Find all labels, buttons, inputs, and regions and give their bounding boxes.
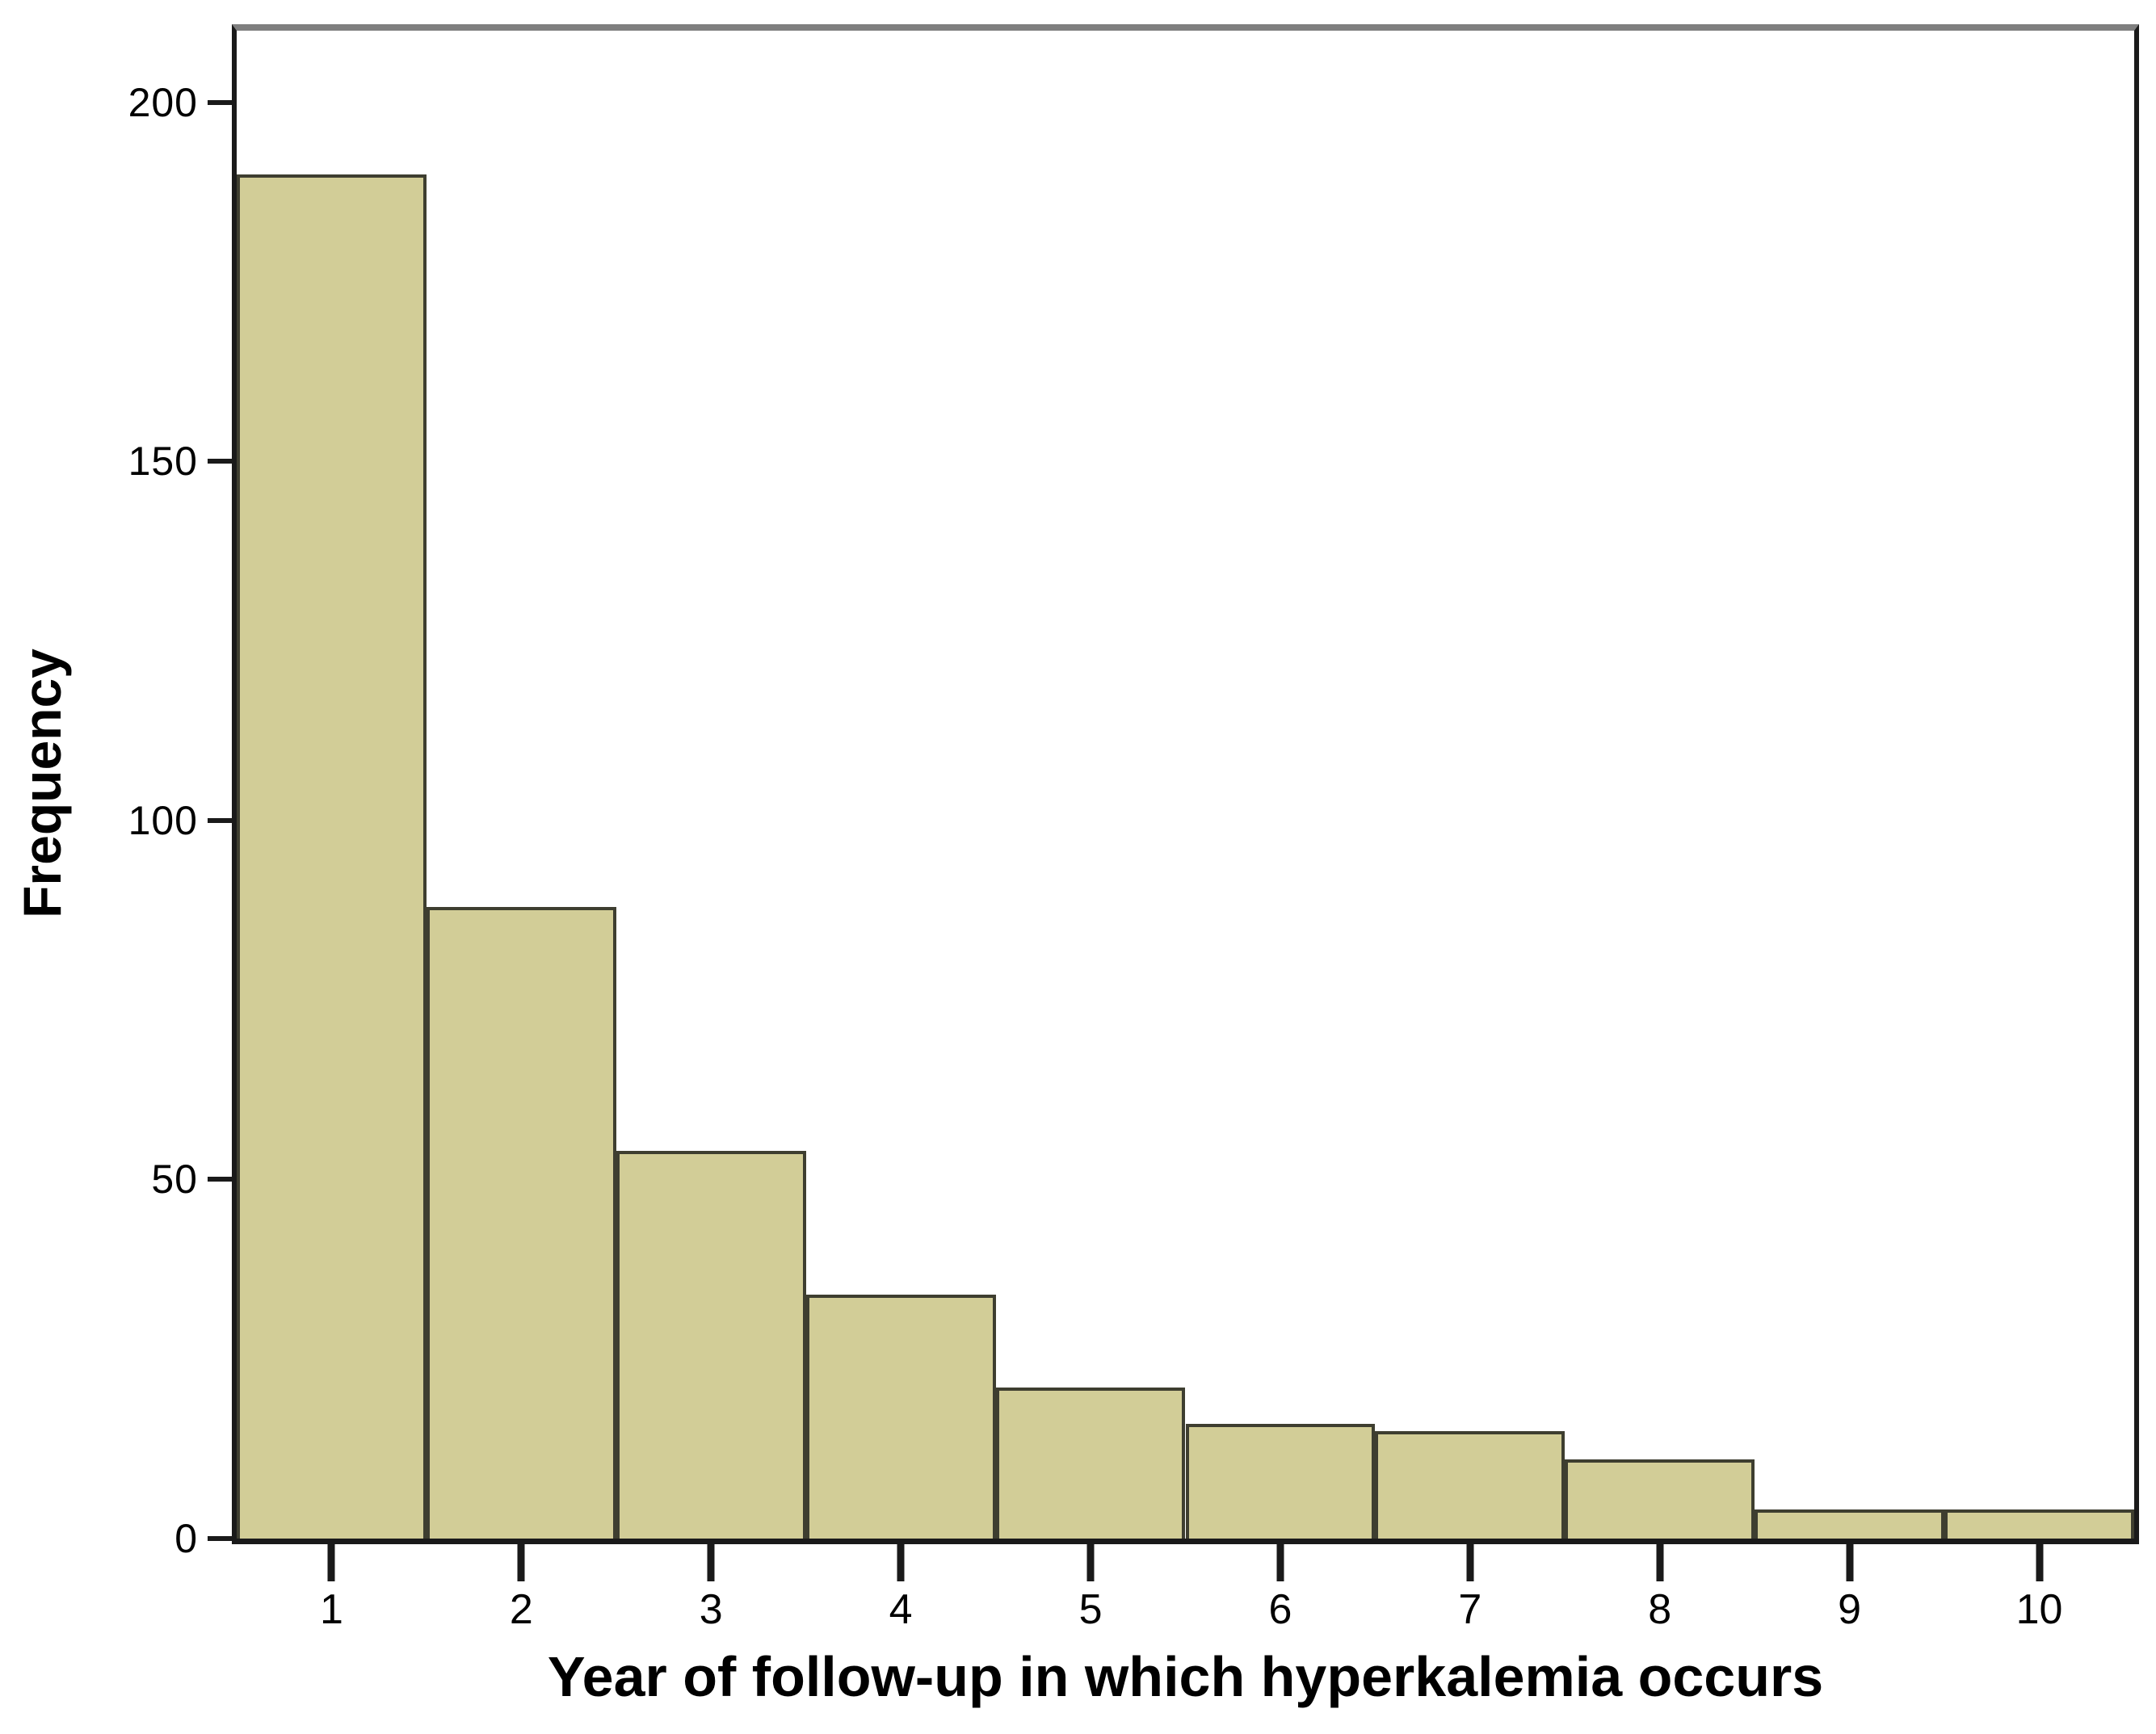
y-axis-tick-label: 50 [151,1157,198,1203]
histogram-bar [995,1388,1186,1539]
x-axis-tick-label: 3 [699,1586,723,1633]
x-axis-tick-label: 1 [319,1586,343,1633]
histogram-bar [1755,1509,1945,1539]
y-axis-tick [208,99,232,105]
histogram-bar [616,1150,806,1539]
y-axis-tick-label: 100 [128,797,198,843]
histogram-bar [1565,1459,1755,1539]
histogram-bar [805,1294,996,1539]
x-axis-tick-label: 10 [2015,1586,2063,1633]
x-axis-tick [1846,1544,1854,1581]
x-axis-tick-label: 8 [1648,1586,1672,1633]
x-axis-tick [1656,1544,1664,1581]
plot-area: 0 50 100 150 200 1 2 3 4 5 6 7 8 9 10 [128,24,2139,1631]
x-axis-tick-label: 4 [889,1586,913,1633]
x-axis-title: Year of follow-up in which hyperkalemia … [547,1645,1824,1708]
y-axis-tick-label: 0 [174,1516,198,1561]
histogram-bar [1375,1430,1566,1539]
histogram-bar [426,906,616,1539]
y-axis-title: Frequency [12,649,72,918]
x-axis-tick-label: 6 [1268,1586,1292,1633]
x-axis-tick-label: 2 [509,1586,533,1633]
y-axis-tick [208,1536,232,1541]
y-axis-tick-label: 200 [128,79,198,125]
y-axis-tick-label: 150 [128,439,198,485]
y-axis-tick [208,1177,232,1182]
x-axis-tick [897,1544,905,1581]
x-axis-tick [517,1544,525,1581]
x-axis-tick [2036,1544,2044,1581]
x-axis-tick-label: 5 [1078,1586,1103,1633]
x-axis-tick [1466,1544,1474,1581]
x-axis-tick-label: 7 [1458,1586,1482,1633]
y-axis-tick [208,459,232,464]
x-axis-tick [327,1544,335,1581]
x-axis-tick [1086,1544,1095,1581]
histogram-bar [237,174,427,1539]
histogram-bar [1185,1423,1376,1539]
x-axis-tick [1276,1544,1284,1581]
histogram-bar [1944,1509,2134,1539]
x-axis-tick-label: 9 [1838,1586,1862,1633]
y-axis-tick [208,817,232,823]
x-axis-tick [707,1544,715,1581]
